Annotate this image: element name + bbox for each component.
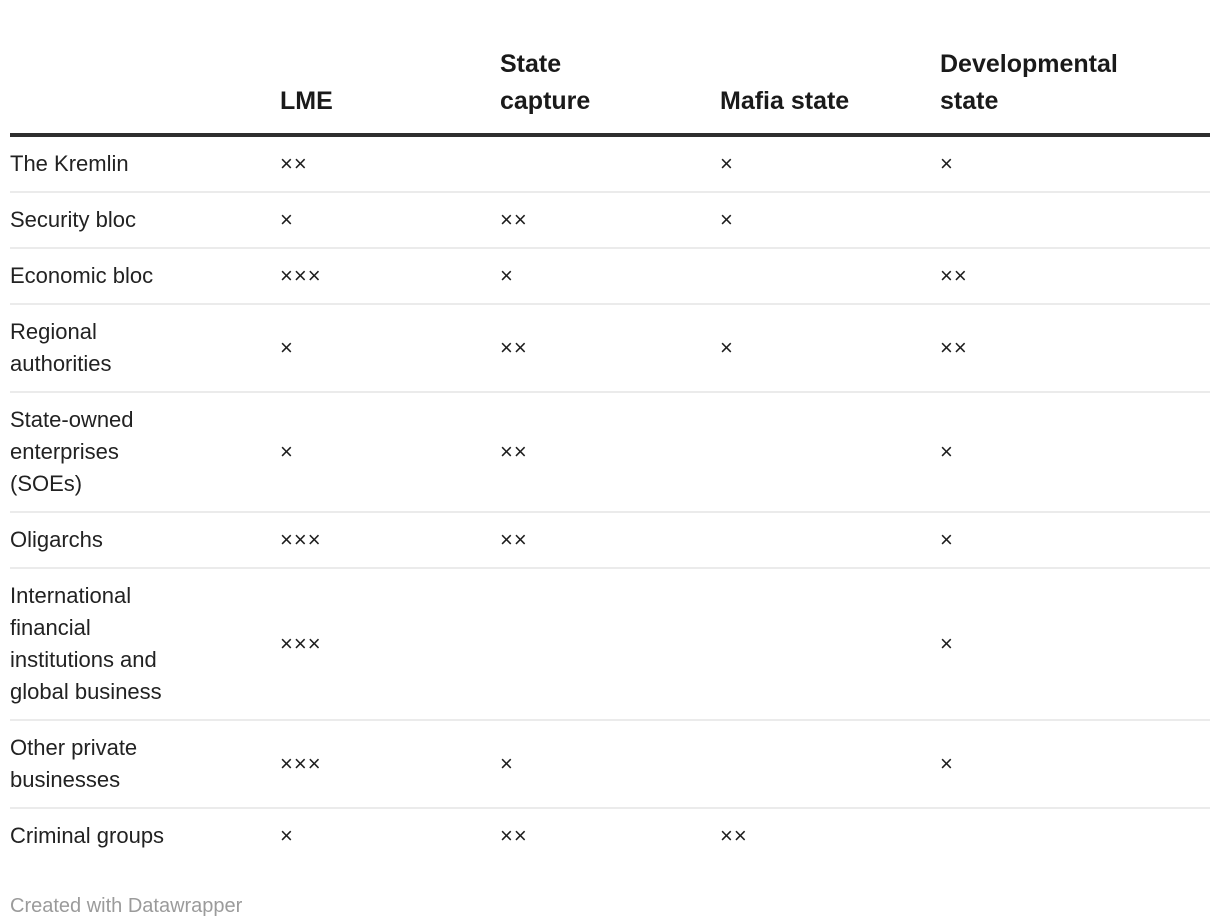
cell-mafia-state xyxy=(720,568,940,720)
cell-mafia-state: × xyxy=(720,151,734,176)
column-header-empty xyxy=(10,0,280,135)
cell-lme: ××× xyxy=(280,527,322,552)
cell-state-capture: ×× xyxy=(500,823,528,848)
column-header-label: State capture xyxy=(500,50,591,115)
row-label: Other private businesses xyxy=(10,735,138,792)
row-label: Security bloc xyxy=(10,207,136,232)
attribution: Created with Datawrapper xyxy=(10,895,1220,918)
row-label: State-owned enterprises (SOEs) xyxy=(10,407,134,496)
cell-lme: × xyxy=(280,207,294,232)
cell-developmental-state: × xyxy=(940,631,954,656)
cell-state-capture: ×× xyxy=(500,335,528,360)
cell-developmental-state: × xyxy=(940,527,954,552)
cell-lme: ××× xyxy=(280,751,322,776)
cell-mafia-state xyxy=(720,392,940,512)
cell-developmental-state: ×× xyxy=(940,263,968,288)
cell-lme: ×× xyxy=(280,151,308,176)
cell-mafia-state: × xyxy=(720,335,734,360)
cell-state-capture xyxy=(500,568,720,720)
datawrapper-attribution-link[interactable]: Created with Datawrapper xyxy=(10,895,243,917)
table-row: Economic bloc ××× × ×× xyxy=(10,248,1210,304)
cell-mafia-state: × xyxy=(720,207,734,232)
cell-lme: ××× xyxy=(280,263,322,288)
cell-lme: × xyxy=(280,335,294,360)
row-label: Oligarchs xyxy=(10,527,103,552)
cell-mafia-state xyxy=(720,512,940,568)
cell-lme: ××× xyxy=(280,631,322,656)
cell-state-capture: ×× xyxy=(500,439,528,464)
cell-state-capture: × xyxy=(500,263,514,288)
cell-state-capture: ×× xyxy=(500,207,528,232)
table-container: LME State capture Mafia state Developmen… xyxy=(10,0,1210,863)
cell-state-capture: × xyxy=(500,751,514,776)
row-label: The Kremlin xyxy=(10,151,129,176)
cell-lme: × xyxy=(280,823,294,848)
cell-developmental-state xyxy=(940,808,1210,863)
cell-developmental-state: × xyxy=(940,751,954,776)
header-row: LME State capture Mafia state Developmen… xyxy=(10,0,1210,135)
table-row: The Kremlin ×× × × xyxy=(10,135,1210,192)
cell-developmental-state: ×× xyxy=(940,335,968,360)
comparison-table: LME State capture Mafia state Developmen… xyxy=(10,0,1210,863)
cell-developmental-state: × xyxy=(940,151,954,176)
column-header-lme: LME xyxy=(280,0,500,135)
row-label: International financial institutions and… xyxy=(10,583,162,704)
table-row: Oligarchs ××× ×× × xyxy=(10,512,1210,568)
cell-mafia-state: ×× xyxy=(720,823,748,848)
column-header-label: LME xyxy=(280,87,333,115)
cell-state-capture xyxy=(500,135,720,192)
column-header-label: Mafia state xyxy=(720,87,850,115)
row-label: Regional authorities xyxy=(10,319,112,376)
column-header-developmental-state: Developmental state xyxy=(940,0,1210,135)
cell-mafia-state xyxy=(720,248,940,304)
table-row: Security bloc × ×× × xyxy=(10,192,1210,248)
cell-state-capture: ×× xyxy=(500,527,528,552)
column-header-mafia-state: Mafia state xyxy=(720,0,940,135)
row-label: Criminal groups xyxy=(10,823,165,848)
table-row: Criminal groups × ×× ×× xyxy=(10,808,1210,863)
cell-mafia-state xyxy=(720,720,940,808)
row-label: Economic bloc xyxy=(10,263,154,288)
column-header-label: Developmental state xyxy=(940,50,1118,115)
column-header-state-capture: State capture xyxy=(500,0,720,135)
cell-developmental-state xyxy=(940,192,1210,248)
table-row: International financial institutions and… xyxy=(10,568,1210,720)
table-row: Other private businesses ××× × × xyxy=(10,720,1210,808)
table-row: State-owned enterprises (SOEs) × ×× × xyxy=(10,392,1210,512)
table-row: Regional authorities × ×× × ×× xyxy=(10,304,1210,392)
cell-lme: × xyxy=(280,439,294,464)
cell-developmental-state: × xyxy=(940,439,954,464)
